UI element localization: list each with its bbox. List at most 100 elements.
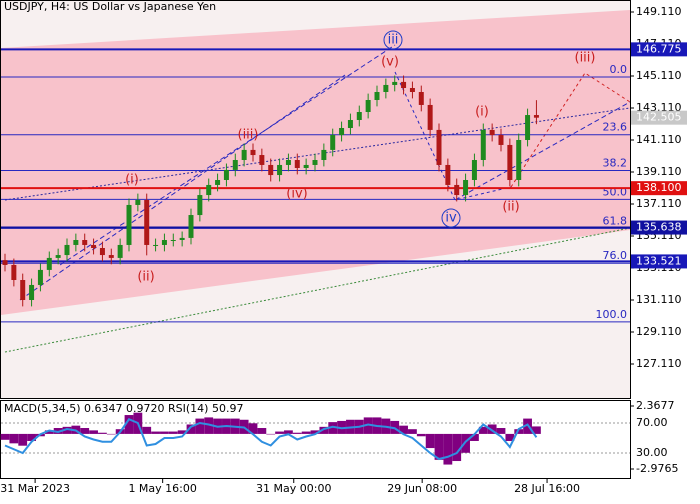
wave-label: (ii) bbox=[502, 200, 519, 215]
wave-label: (v) bbox=[381, 55, 399, 70]
candle-body bbox=[463, 180, 469, 196]
macd-bar bbox=[27, 433, 36, 441]
y-tick-label: 129.110 bbox=[636, 325, 682, 338]
macd-tick-label: -2.9765 bbox=[636, 462, 678, 475]
fibo-label: 61.8 bbox=[603, 214, 628, 227]
candle-body bbox=[215, 180, 221, 185]
wave-label: (iv) bbox=[286, 187, 307, 202]
y-tick-label: 141.110 bbox=[636, 133, 682, 146]
x-tick-label: 31 Mar 2023 bbox=[0, 482, 70, 495]
macd-bar bbox=[266, 433, 276, 435]
fibo-label: 76.0 bbox=[603, 249, 628, 262]
x-tick-label: 1 May 16:00 bbox=[128, 482, 196, 495]
price-label: 133.521 bbox=[636, 254, 682, 267]
candle-body bbox=[533, 115, 539, 118]
candle-body bbox=[250, 149, 256, 156]
candle-body bbox=[82, 240, 88, 245]
wave-circle bbox=[441, 208, 461, 228]
candle-body bbox=[507, 144, 513, 180]
y-tick-label: 137.110 bbox=[636, 197, 682, 210]
y-tick-label: 131.110 bbox=[636, 293, 682, 306]
candle-body bbox=[454, 184, 460, 196]
macd-bar bbox=[257, 428, 267, 434]
candle-body bbox=[374, 92, 380, 100]
x-tick-label: 31 May 00:00 bbox=[256, 482, 331, 495]
macd-bar bbox=[177, 430, 187, 434]
wave-label: (ii) bbox=[137, 270, 154, 285]
candle-body bbox=[206, 184, 212, 196]
candle-body bbox=[409, 88, 415, 92]
candle-body bbox=[392, 81, 398, 85]
candle-body bbox=[294, 160, 300, 168]
macd-bar bbox=[275, 431, 284, 434]
trend-line bbox=[4, 107, 631, 201]
wave-circle bbox=[383, 30, 403, 50]
candle-body bbox=[91, 244, 97, 248]
rsi-tick-label: 70.00 bbox=[636, 416, 668, 429]
candle-body bbox=[55, 255, 61, 258]
price-label: 142.505 bbox=[636, 111, 682, 124]
macd-bar bbox=[328, 422, 338, 434]
macd-bar bbox=[98, 432, 107, 434]
macd-bar bbox=[62, 426, 72, 434]
candle-body bbox=[64, 244, 70, 256]
candle-body bbox=[356, 112, 362, 120]
price-label-box bbox=[631, 110, 687, 125]
macd-bar bbox=[532, 426, 541, 434]
macd-bar bbox=[9, 433, 19, 444]
candle-body bbox=[2, 260, 8, 265]
wave-label: (i) bbox=[125, 173, 139, 188]
chart-title: USDJPY, H4: US Dollar vs Japanese Yen bbox=[4, 0, 216, 13]
y-tick-label: 139.110 bbox=[636, 165, 682, 178]
candle-body bbox=[525, 115, 531, 140]
candle-body bbox=[401, 81, 407, 88]
candle-body bbox=[436, 129, 442, 165]
macd-bar bbox=[292, 432, 302, 434]
candle-body bbox=[347, 120, 353, 128]
candle-body bbox=[427, 104, 433, 130]
macd-bar bbox=[284, 430, 293, 434]
candle-body bbox=[135, 200, 141, 205]
candle-body bbox=[471, 160, 477, 180]
candle-body bbox=[20, 280, 26, 300]
candle-body bbox=[498, 135, 504, 145]
candle-body bbox=[489, 129, 495, 136]
candle-body bbox=[365, 100, 371, 112]
candle-body bbox=[108, 255, 114, 258]
macd-bar bbox=[168, 431, 178, 434]
macd-bar bbox=[301, 431, 311, 434]
candle-body bbox=[330, 135, 336, 150]
macd-bar bbox=[478, 426, 488, 434]
candle-body bbox=[197, 195, 203, 216]
candle-body bbox=[480, 129, 486, 160]
y-tick-label: 127.110 bbox=[636, 357, 682, 370]
y-tick-label: 145.110 bbox=[636, 69, 682, 82]
macd-bar bbox=[124, 415, 134, 434]
price-label-box bbox=[631, 181, 687, 196]
fibo-label: 0.0 bbox=[610, 63, 628, 76]
macd-bar bbox=[434, 433, 444, 460]
candle-body bbox=[285, 160, 291, 165]
candle-body bbox=[11, 264, 17, 280]
macd-bar bbox=[363, 417, 373, 434]
candle-body bbox=[223, 169, 229, 180]
macd-bar bbox=[416, 433, 426, 437]
plot-border bbox=[0, 0, 631, 399]
candle-body bbox=[188, 215, 194, 238]
macd-bar bbox=[496, 428, 506, 434]
trend-line bbox=[19, 74, 346, 301]
candle-body bbox=[37, 269, 43, 285]
macd-bar bbox=[89, 430, 98, 434]
candle-body bbox=[383, 84, 389, 92]
price-label: 146.775 bbox=[636, 42, 682, 55]
candle-body bbox=[161, 240, 167, 245]
macd-bar bbox=[160, 431, 169, 434]
price-label-box bbox=[631, 254, 687, 269]
macd-bar bbox=[44, 430, 54, 434]
candle-body bbox=[179, 237, 185, 240]
rsi-line bbox=[4, 418, 538, 461]
candle-body bbox=[339, 128, 345, 136]
x-tick-label: 28 Jul 16:00 bbox=[514, 482, 580, 495]
candle-body bbox=[117, 244, 123, 258]
